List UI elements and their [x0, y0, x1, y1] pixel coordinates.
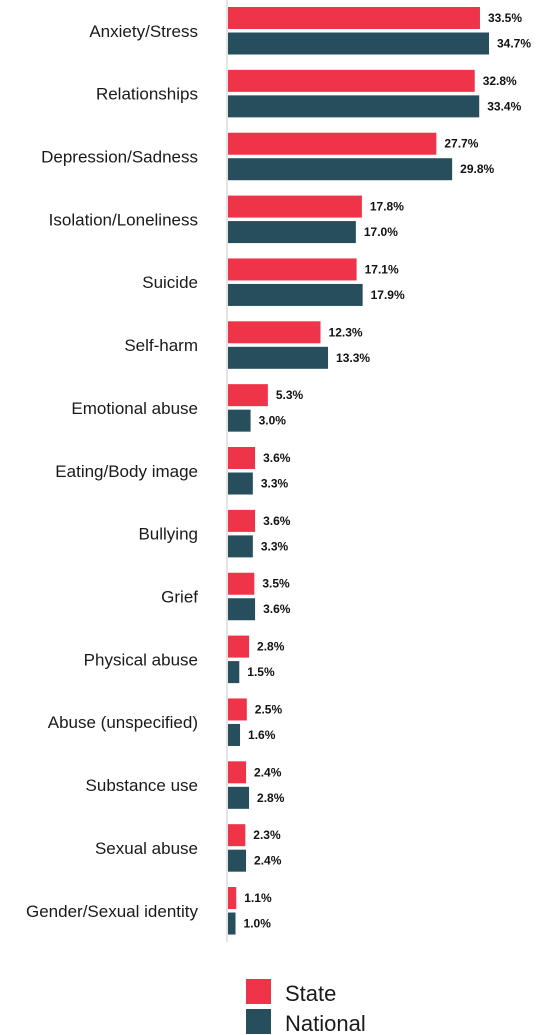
bar-national-isolation-loneliness [228, 221, 356, 244]
legend: State National [246, 979, 366, 1035]
value-label-national-self-harm: 13.3% [336, 351, 370, 365]
bar-state-physical-abuse [228, 635, 250, 658]
category-label-gender-sexual-identity: Gender/Sexual identity [26, 902, 198, 921]
value-label-national-anxiety-stress: 34.7% [497, 37, 531, 51]
value-label-national-isolation-loneliness: 17.0% [364, 225, 398, 239]
bar-national-sexual-abuse [228, 849, 247, 872]
value-label-national-physical-abuse: 1.5% [247, 665, 275, 679]
category-label-relationships: Relationships [96, 85, 198, 104]
bar-state-eating-body-image [228, 447, 256, 470]
bar-state-relationships [228, 69, 475, 92]
legend-swatch-national [246, 1009, 271, 1034]
value-label-national-depression-sadness: 29.8% [460, 162, 494, 176]
value-label-state-grief: 3.5% [262, 577, 290, 591]
value-label-national-substance-use: 2.8% [257, 791, 285, 805]
value-label-state-gender-sexual-identity: 1.1% [244, 891, 272, 905]
bar-state-suicide [228, 258, 357, 281]
bars [228, 7, 489, 935]
category-label-self-harm: Self-harm [124, 336, 198, 355]
bar-national-self-harm [228, 346, 329, 369]
value-label-national-bullying: 3.3% [261, 539, 289, 553]
category-label-eating-body-image: Eating/Body image [55, 462, 198, 481]
category-label-isolation-loneliness: Isolation/Loneliness [49, 210, 198, 229]
value-label-state-bullying: 3.6% [263, 514, 291, 528]
value-label-national-eating-body-image: 3.3% [261, 477, 289, 491]
bar-state-grief [228, 572, 255, 595]
bar-national-anxiety-stress [228, 32, 489, 55]
value-label-state-sexual-abuse: 2.3% [253, 828, 281, 842]
bar-state-depression-sadness [228, 132, 437, 155]
bar-national-eating-body-image [228, 472, 253, 495]
bar-national-suicide [228, 283, 363, 306]
bar-national-physical-abuse [228, 661, 240, 684]
category-label-substance-use: Substance use [86, 776, 198, 795]
value-label-state-emotional-abuse: 5.3% [276, 388, 304, 402]
bar-national-emotional-abuse [228, 409, 251, 432]
value-label-national-suicide: 17.9% [371, 288, 405, 302]
value-label-state-substance-use: 2.4% [254, 765, 282, 779]
bar-national-grief [228, 598, 256, 621]
bar-national-relationships [228, 95, 480, 118]
bar-national-abuse-unspecified [228, 723, 241, 746]
bar-state-sexual-abuse [228, 824, 246, 847]
bar-state-abuse-unspecified [228, 698, 247, 721]
legend-swatch-state [246, 979, 271, 1004]
bar-state-bullying [228, 509, 256, 532]
bar-state-anxiety-stress [228, 7, 480, 29]
bar-national-bullying [228, 535, 253, 558]
category-label-anxiety-stress: Anxiety/Stress [89, 22, 198, 41]
value-label-state-physical-abuse: 2.8% [257, 640, 285, 654]
bar-national-gender-sexual-identity [228, 912, 236, 935]
category-label-emotional-abuse: Emotional abuse [71, 399, 198, 418]
value-labels: 33.5% 34.7% 32.8% 33.4% 27.7% 29.8% 17.8% 17.0%… [244, 11, 532, 931]
category-label-sexual-abuse: Sexual abuse [95, 839, 198, 858]
value-label-state-eating-body-image: 3.6% [263, 451, 291, 465]
bar-state-emotional-abuse [228, 384, 268, 407]
value-label-state-depression-sadness: 27.7% [444, 137, 478, 151]
legend-label-national: National [285, 1011, 366, 1035]
bar-state-isolation-loneliness [228, 195, 362, 218]
bar-state-gender-sexual-identity [228, 887, 237, 910]
value-label-state-abuse-unspecified: 2.5% [255, 702, 283, 716]
value-label-national-relationships: 33.4% [487, 99, 521, 113]
category-label-suicide: Suicide [142, 273, 198, 292]
value-label-national-gender-sexual-identity: 1.0% [244, 917, 272, 931]
value-label-state-anxiety-stress: 33.5% [488, 11, 522, 25]
category-label-abuse-unspecified: Abuse (unspecified) [48, 713, 198, 732]
category-label-physical-abuse: Physical abuse [84, 650, 198, 669]
bar-national-substance-use [228, 786, 250, 809]
value-label-national-sexual-abuse: 2.4% [254, 854, 282, 868]
category-labels: Anxiety/Stress Relationships Depression/Sa… [26, 22, 198, 921]
value-label-national-emotional-abuse: 3.0% [259, 414, 287, 428]
value-label-state-relationships: 32.8% [483, 74, 517, 88]
bar-state-self-harm [228, 321, 321, 344]
category-label-depression-sadness: Depression/Sadness [41, 147, 198, 166]
bar-state-substance-use [228, 761, 247, 784]
bar-national-depression-sadness [228, 158, 453, 181]
value-label-state-self-harm: 12.3% [329, 325, 363, 339]
value-label-national-abuse-unspecified: 1.6% [248, 728, 276, 742]
value-label-state-isolation-loneliness: 17.8% [370, 200, 404, 214]
category-label-bullying: Bullying [138, 525, 198, 544]
value-label-state-suicide: 17.1% [365, 262, 399, 276]
value-label-national-grief: 3.6% [263, 602, 291, 616]
legend-label-state: State [285, 981, 336, 1006]
category-label-grief: Grief [161, 587, 198, 606]
